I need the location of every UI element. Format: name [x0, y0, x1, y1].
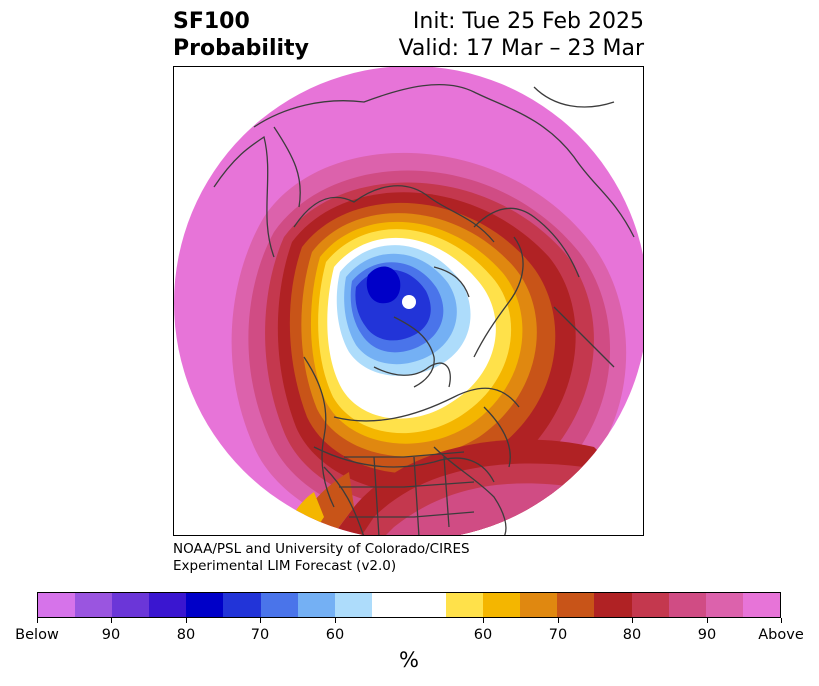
colorbar-segment	[446, 593, 484, 617]
colorbar-tick	[335, 618, 336, 623]
colorbar-segment	[594, 593, 632, 617]
colorbar-unit: %	[399, 648, 419, 672]
colorbar-segment	[186, 593, 224, 617]
colorbar-segment	[408, 593, 447, 617]
colorbar-segment	[371, 593, 409, 617]
colorbar-label: 70	[548, 627, 568, 643]
probability-field	[174, 67, 643, 535]
colorbar-tick	[558, 618, 559, 623]
colorbar-tick	[707, 618, 708, 623]
colorbar-segment	[668, 593, 706, 617]
map-title: SF100 Probability	[173, 8, 309, 62]
colorbar-label: 80	[176, 627, 196, 643]
colorbar-segment	[112, 593, 150, 617]
valid-range: Valid: 17 Mar – 23 Mar	[398, 36, 644, 61]
colorbar-tick	[483, 618, 484, 623]
colorbar-segment	[520, 593, 558, 617]
variable-type: Probability	[173, 36, 309, 61]
init-date: Init: Tue 25 Feb 2025	[412, 9, 644, 34]
colorbar-segment	[38, 593, 76, 617]
probability-map	[174, 67, 643, 535]
credit-line-1: NOAA/PSL and University of Colorado/CIRE…	[173, 541, 470, 557]
credit-text: NOAA/PSL and University of Colorado/CIRE…	[173, 541, 470, 575]
colorbar-label: 90	[697, 627, 717, 643]
colorbar-label: 60	[473, 627, 493, 643]
colorbar-label: Below	[15, 627, 59, 643]
colorbar-label: Above	[758, 627, 804, 643]
colorbar-segment	[705, 593, 743, 617]
colorbar-segment	[75, 593, 113, 617]
colorbar-tick	[186, 618, 187, 623]
colorbar-tick	[632, 618, 633, 623]
colorbar-label: 60	[325, 627, 345, 643]
colorbar-segment	[297, 593, 335, 617]
colorbar-tick	[260, 618, 261, 623]
colorbar-segment	[223, 593, 261, 617]
map-panel	[173, 66, 644, 536]
date-info: Init: Tue 25 Feb 2025 Valid: 17 Mar – 23…	[399, 8, 644, 62]
credit-line-2: Experimental LIM Forecast (v2.0)	[173, 558, 397, 574]
colorbar-tick	[37, 618, 38, 623]
colorbar-label: 90	[101, 627, 121, 643]
colorbar-tick	[111, 618, 112, 623]
colorbar-segment	[260, 593, 298, 617]
colorbar-label: 70	[250, 627, 270, 643]
coastlines	[213, 83, 635, 535]
colorbar-tick	[781, 618, 782, 623]
colorbar-segment	[631, 593, 669, 617]
colorbar	[37, 592, 781, 618]
colorbar-segment	[742, 593, 780, 617]
variable-name: SF100	[173, 9, 250, 34]
colorbar-label: 80	[622, 627, 642, 643]
colorbar-segment	[483, 593, 521, 617]
colorbar-segment	[149, 593, 187, 617]
colorbar-segment	[334, 593, 372, 617]
colorbar-segment	[557, 593, 595, 617]
